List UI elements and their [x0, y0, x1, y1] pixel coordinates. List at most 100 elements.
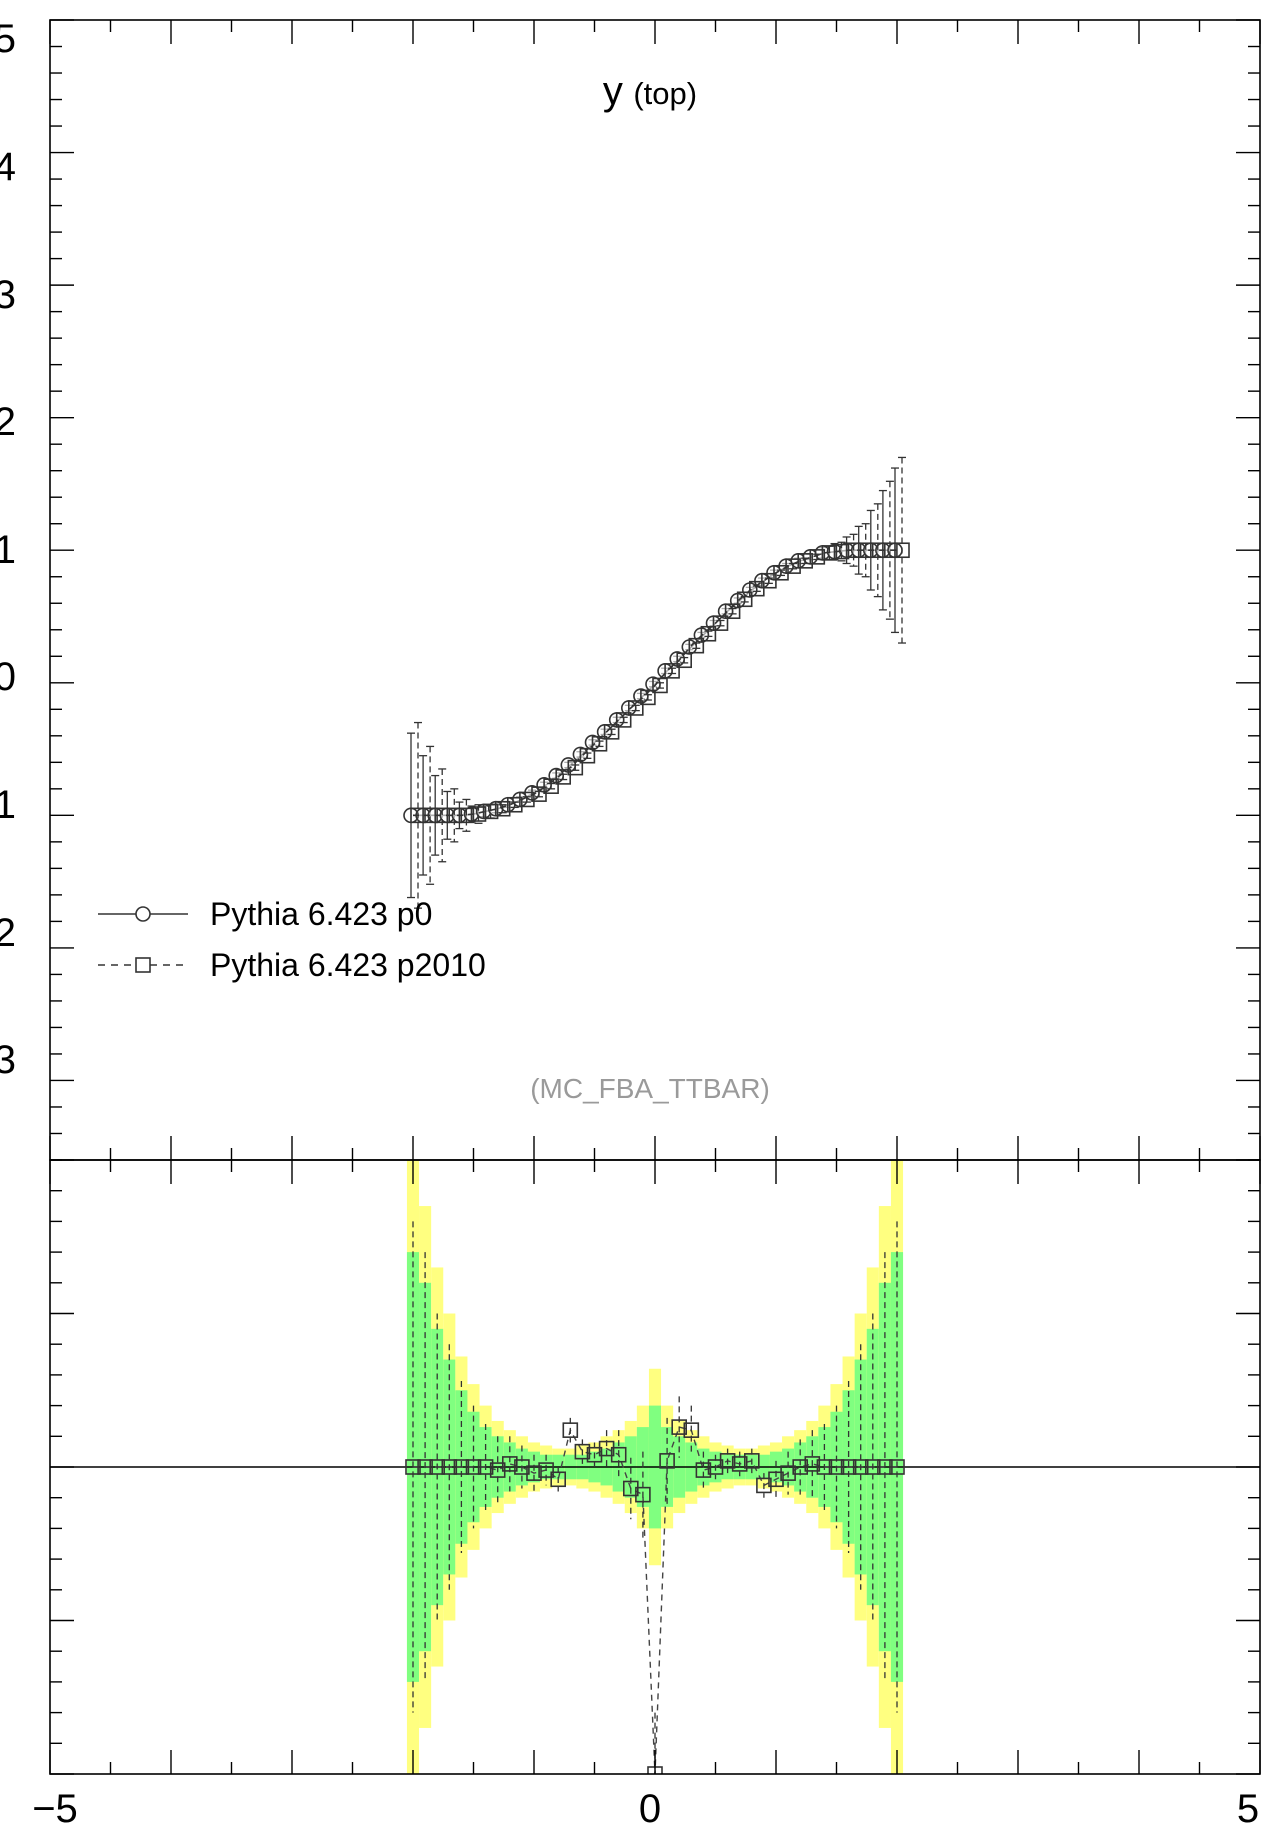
main-point-square: [506, 796, 523, 813]
ratio-point: [429, 1459, 446, 1475]
ratio-point: [804, 1456, 821, 1472]
main-point-square: [761, 572, 777, 589]
main-point-square: [422, 807, 438, 824]
ratio-series: [405, 1221, 905, 1774]
main-point-square: [531, 786, 547, 802]
main-point-square: [797, 553, 814, 569]
ratio-point: [756, 1477, 772, 1494]
main-point-square: [869, 542, 886, 559]
ratio-point: [671, 1419, 688, 1435]
main-point-square: [652, 677, 668, 694]
ratio-point: [550, 1471, 567, 1488]
main-point-square: [434, 807, 451, 824]
ratio-point: [719, 1453, 736, 1469]
main-point-square: [640, 689, 656, 706]
ratio-point: [453, 1459, 470, 1475]
axis-ticks: [49, 19, 1261, 1775]
y-tick-label: 3: [0, 1038, 16, 1082]
y-tick-label: 2: [0, 400, 16, 444]
ratio-point: [731, 1456, 748, 1472]
x-tick-labels: −5 0 5: [32, 1787, 1259, 1829]
main-point-square: [688, 637, 705, 654]
ratio-point: [695, 1462, 712, 1478]
observable-main-label: y: [603, 69, 623, 113]
ratio-point: [501, 1456, 518, 1472]
ratio-point: [598, 1440, 615, 1457]
main-point-square: [579, 747, 596, 764]
legend-entry-p2010: Pythia 6.423 p2010: [98, 947, 486, 983]
ratio-point: [526, 1465, 542, 1481]
ratio-point: [877, 1459, 893, 1475]
main-point-square: [603, 724, 620, 740]
ratio-series-line: [413, 1426, 897, 1774]
ratio-point: [792, 1459, 809, 1475]
ratio-point: [889, 1459, 905, 1475]
main-point-square: [567, 759, 584, 776]
ratio-point: [635, 1486, 651, 1503]
legend-entry-p0: Pythia 6.423 p0: [98, 896, 432, 932]
main-point-square: [845, 542, 862, 559]
ratio-point: [659, 1453, 675, 1469]
main-point-square: [712, 615, 729, 631]
ratio-point: [864, 1459, 881, 1475]
main-point-square: [543, 778, 559, 794]
ratio-point: [477, 1459, 494, 1475]
main-series: [403, 456, 910, 909]
y-tick-label: 2: [0, 911, 16, 955]
main-point-square: [748, 580, 765, 597]
main-point-square: [894, 542, 910, 559]
x-tick-label: −5: [32, 1787, 78, 1829]
ratio-point: [417, 1459, 433, 1475]
y-tick-label: 0: [0, 655, 16, 699]
main-point-square: [809, 549, 826, 565]
ratio-point: [707, 1459, 724, 1475]
main-point-square: [494, 800, 511, 817]
main-point-square: [664, 663, 680, 679]
main-point-square: [785, 558, 801, 574]
main-point-square: [676, 652, 693, 669]
y-tick-label: 5: [0, 17, 16, 61]
ratio-point: [538, 1462, 554, 1478]
ratio-point: [405, 1459, 421, 1475]
y-tick-label: 1: [0, 528, 16, 572]
legend: Pythia 6.423 p0 Pythia 6.423 p2010: [98, 896, 486, 983]
main-point-square: [736, 591, 753, 608]
legend-label-p0: Pythia 6.423 p0: [210, 896, 432, 932]
main-point-square: [627, 700, 644, 716]
ratio-point: [574, 1443, 591, 1460]
x-tick-label: 0: [639, 1787, 661, 1829]
y-tick-label: 3: [0, 273, 16, 317]
ratio-point: [780, 1465, 796, 1481]
ratio-point: [840, 1459, 857, 1475]
observable-sub-label: (top): [633, 76, 697, 111]
ratio-point: [441, 1459, 458, 1475]
main-point-square: [833, 543, 850, 560]
ratio-point: [828, 1459, 845, 1475]
main-series-line: [413, 549, 897, 817]
ratio-point: [514, 1459, 530, 1475]
ratio-point: [562, 1422, 579, 1438]
main-point-square: [470, 806, 487, 822]
main-point-square: [724, 603, 741, 620]
main-point-square: [410, 807, 426, 824]
main-panel-frame: [49, 19, 1261, 1161]
observable-annotation: y (top): [603, 69, 697, 113]
ratio-point: [465, 1459, 482, 1475]
y-tick-label: 4: [0, 145, 16, 189]
ratio-point: [489, 1462, 506, 1478]
ratio-point: [852, 1459, 869, 1475]
ratio-point: [586, 1446, 603, 1463]
y-tick-label: 1: [0, 783, 16, 827]
main-point-square: [882, 542, 898, 559]
ratio-point: [610, 1446, 627, 1463]
x-tick-label: 5: [1237, 1787, 1259, 1829]
ratio-point: [622, 1480, 639, 1497]
main-point-square: [700, 625, 717, 642]
ratio-point: [768, 1471, 784, 1488]
ratio-point: [743, 1453, 760, 1469]
analysis-watermark: (MC_FBA_TTBAR): [530, 1073, 770, 1104]
ratio-point: [683, 1422, 700, 1438]
legend-marker-circle: [135, 906, 151, 922]
main-point-square: [458, 807, 475, 824]
